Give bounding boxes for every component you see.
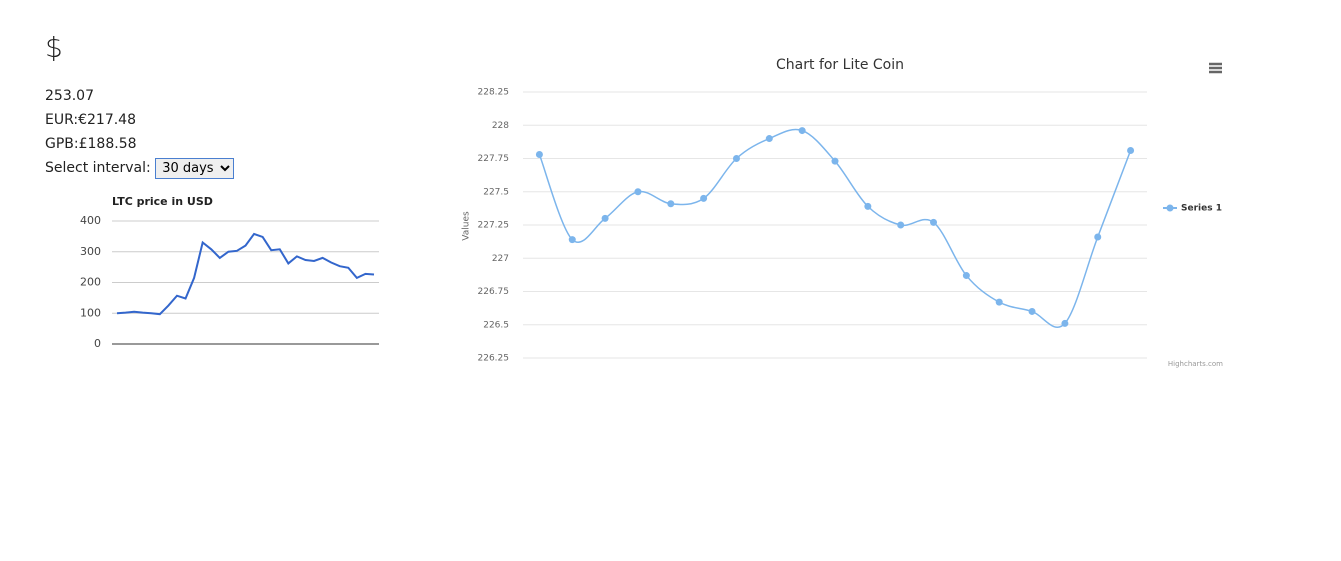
point (1028, 307, 1036, 315)
y-tick-label: 200 (80, 276, 101, 289)
y-tick-label: 0 (94, 337, 101, 350)
menu-icon[interactable] (1209, 62, 1222, 74)
y-tick-label: 226.25 (478, 354, 510, 364)
point (667, 200, 675, 208)
y-tick-label: 100 (80, 306, 101, 319)
y-tick-label: 300 (80, 245, 101, 258)
y-axis-title: Values (462, 211, 472, 241)
y-tick-label: 227.25 (478, 221, 510, 231)
interval-row: Select interval: 30 days (45, 156, 235, 180)
point (634, 188, 642, 196)
point (1061, 319, 1069, 327)
price: 253.07 (45, 88, 94, 104)
chart-title: LTC price in USD (112, 195, 213, 208)
credits: Highcharts.com (1168, 360, 1223, 368)
legend-label: Series 1 (1181, 204, 1222, 214)
point (535, 151, 543, 159)
y-tick-label: 228 (492, 121, 509, 131)
point (700, 194, 708, 202)
currency-symbol: $ (45, 31, 63, 64)
point (798, 127, 806, 135)
point (568, 236, 576, 244)
legend-item[interactable]: Series 1 (1163, 204, 1222, 214)
price-line (116, 232, 375, 316)
point (831, 157, 839, 165)
point (930, 218, 938, 226)
point (1094, 233, 1102, 241)
point (995, 298, 1003, 306)
point (897, 221, 905, 229)
y-tick-label: 227.5 (483, 187, 509, 197)
legend-symbol (1166, 204, 1174, 212)
point (765, 135, 773, 143)
point (1127, 147, 1135, 155)
chart-title: Chart for Lite Coin (776, 57, 904, 73)
point (962, 272, 970, 280)
point (732, 155, 740, 162)
y-tick-label: 400 (80, 214, 101, 227)
point (864, 202, 872, 210)
y-tick-label: 227 (492, 254, 509, 264)
y-tick-label: 226.5 (483, 320, 509, 330)
interval-label: Select interval: (45, 160, 151, 176)
interval-select[interactable]: 30 days (155, 158, 235, 179)
price-panel: $ 253.07 EUR:€217.48 GPB:£188.58 Select … (45, 30, 235, 180)
y-tick-label: 227.75 (478, 154, 510, 164)
y-tick-label: 226.75 (478, 287, 510, 297)
point (601, 214, 609, 222)
y-tick-label: 228.25 (478, 88, 510, 98)
gbp-price: GPB:£188.58 (45, 136, 137, 152)
eur-price: EUR:€217.48 (45, 112, 136, 128)
